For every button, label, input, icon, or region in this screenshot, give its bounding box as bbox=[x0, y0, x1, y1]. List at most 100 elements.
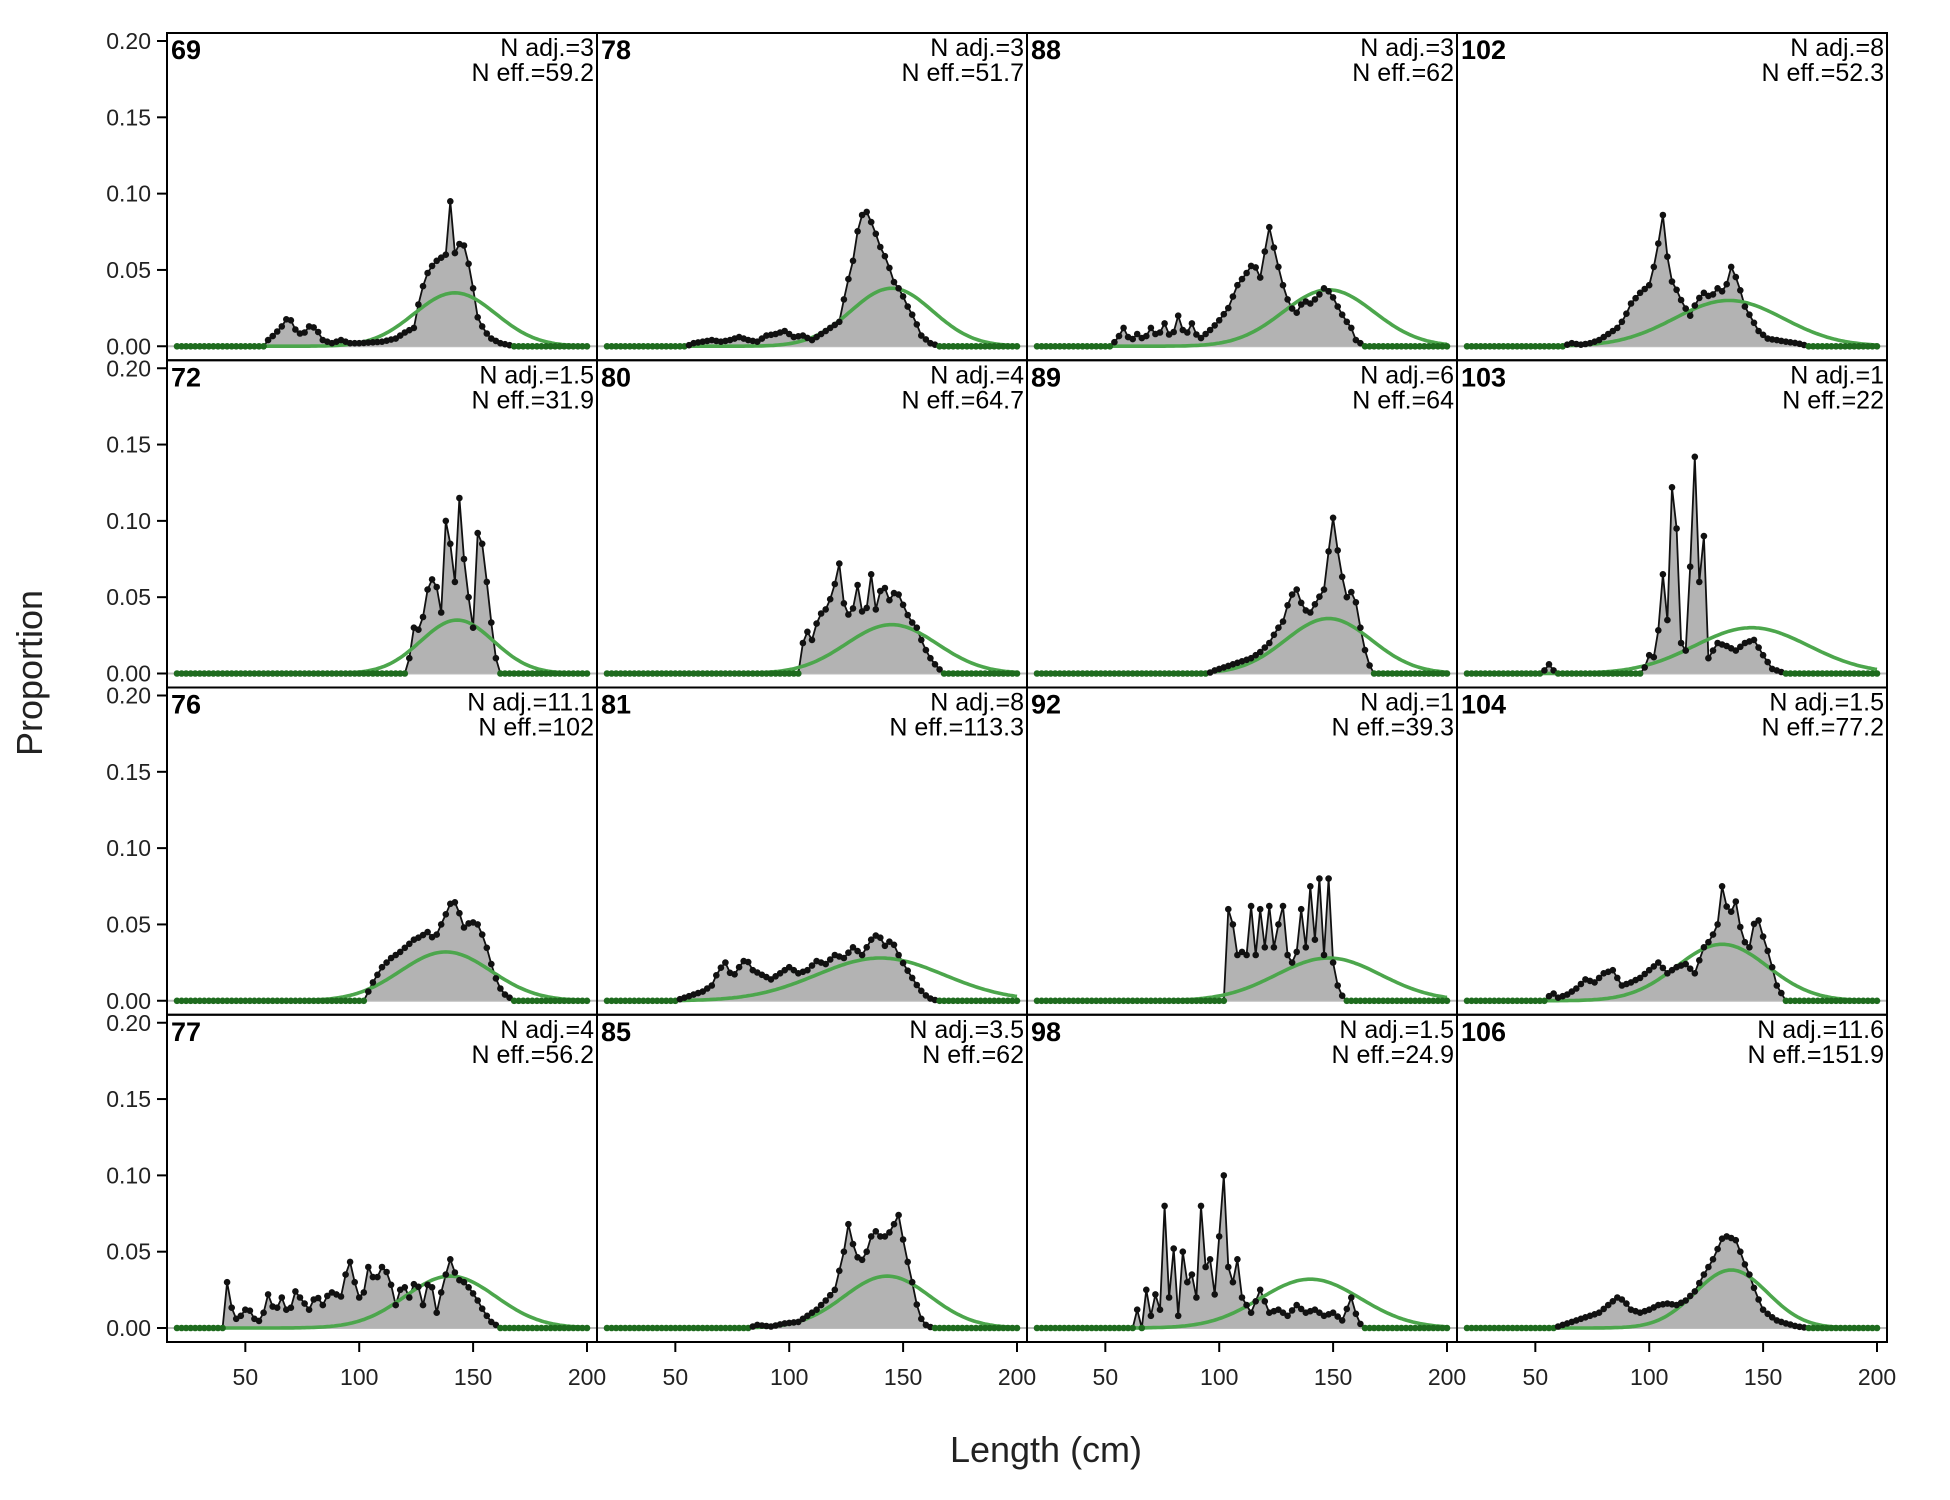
data-point bbox=[899, 293, 907, 300]
data-point bbox=[1083, 997, 1091, 1005]
data-point bbox=[1645, 966, 1653, 974]
data-point bbox=[419, 282, 427, 290]
data-point bbox=[401, 670, 409, 677]
data-point bbox=[442, 911, 450, 918]
panel-label: 69 bbox=[171, 35, 201, 65]
data-point bbox=[603, 343, 611, 350]
data-point bbox=[570, 670, 577, 677]
panel-label: 72 bbox=[171, 362, 201, 392]
data-point bbox=[1275, 624, 1282, 631]
data-point bbox=[744, 670, 752, 677]
data-point bbox=[428, 1284, 436, 1291]
n-adj-label: N adj.=4 bbox=[500, 1016, 594, 1044]
data-point bbox=[182, 343, 190, 350]
data-point bbox=[1645, 281, 1653, 289]
data-point bbox=[342, 1271, 349, 1278]
data-point bbox=[1184, 1278, 1191, 1286]
data-point bbox=[744, 958, 752, 966]
data-point bbox=[1133, 997, 1141, 1005]
data-point bbox=[1604, 1301, 1612, 1309]
data-point bbox=[1659, 571, 1667, 578]
data-point bbox=[1083, 670, 1091, 677]
data-point bbox=[735, 963, 743, 971]
data-point bbox=[460, 555, 468, 563]
data-point bbox=[1541, 667, 1548, 674]
data-point bbox=[465, 1284, 472, 1291]
data-point bbox=[1129, 335, 1136, 343]
data-point bbox=[1320, 586, 1328, 593]
data-point bbox=[1225, 905, 1232, 913]
data-point bbox=[1343, 593, 1351, 601]
data-point bbox=[460, 924, 468, 931]
data-point bbox=[401, 944, 409, 952]
data-point bbox=[488, 960, 495, 968]
y-tick-label: 0.05 bbox=[106, 911, 151, 937]
data-point bbox=[1869, 343, 1876, 350]
y-tick-label: 0.20 bbox=[106, 683, 151, 709]
data-point bbox=[1379, 997, 1387, 1005]
data-point bbox=[886, 264, 893, 272]
observed-points bbox=[173, 899, 591, 1005]
data-point bbox=[735, 1324, 743, 1332]
data-point bbox=[1284, 951, 1291, 959]
data-point bbox=[1348, 588, 1355, 596]
data-point bbox=[804, 966, 811, 974]
data-point bbox=[1061, 997, 1068, 1005]
data-point bbox=[447, 540, 454, 548]
data-point bbox=[1750, 319, 1758, 327]
x-tick-label: 200 bbox=[1858, 1364, 1896, 1390]
data-point bbox=[551, 1324, 559, 1332]
observed-points bbox=[173, 198, 591, 350]
data-point bbox=[959, 997, 966, 1005]
data-point bbox=[1352, 599, 1360, 606]
n-adj-label: N adj.=1.5 bbox=[479, 361, 594, 389]
x-tick-label: 50 bbox=[233, 1364, 259, 1390]
data-point bbox=[283, 997, 290, 1005]
data-point bbox=[776, 670, 784, 677]
data-point bbox=[1293, 948, 1300, 956]
data-point bbox=[1361, 997, 1369, 1005]
data-point bbox=[191, 343, 199, 350]
data-point bbox=[1338, 311, 1346, 319]
x-tick-label: 100 bbox=[1630, 1364, 1668, 1390]
data-point bbox=[1143, 332, 1150, 340]
panel-label: 92 bbox=[1031, 690, 1061, 720]
data-point bbox=[451, 578, 459, 586]
data-point bbox=[351, 1278, 359, 1286]
data-point bbox=[1686, 1292, 1694, 1300]
data-point bbox=[474, 314, 482, 321]
data-point bbox=[867, 571, 875, 578]
data-point bbox=[355, 997, 363, 1005]
data-point bbox=[881, 1233, 889, 1240]
data-point bbox=[1102, 1324, 1109, 1332]
data-point bbox=[433, 1309, 441, 1316]
data-point bbox=[694, 670, 702, 677]
data-point bbox=[877, 1233, 884, 1240]
n-adj-label: N adj.=8 bbox=[930, 689, 1024, 717]
data-point bbox=[826, 956, 834, 963]
data-point bbox=[1828, 1324, 1835, 1332]
data-point bbox=[301, 1300, 308, 1307]
data-point bbox=[1338, 573, 1346, 581]
data-point bbox=[1604, 670, 1612, 677]
data-point bbox=[1247, 902, 1255, 910]
data-point bbox=[1439, 343, 1446, 350]
data-point bbox=[324, 1292, 331, 1300]
data-point bbox=[1545, 661, 1553, 668]
data-point bbox=[497, 670, 504, 677]
data-point bbox=[1481, 1324, 1489, 1332]
observed-area bbox=[177, 902, 587, 1001]
data-point bbox=[653, 997, 661, 1005]
data-point bbox=[1791, 670, 1799, 677]
panel-label: 76 bbox=[171, 690, 201, 720]
data-point bbox=[451, 899, 459, 906]
data-point bbox=[201, 1324, 208, 1332]
data-point bbox=[442, 251, 450, 258]
data-point bbox=[538, 1324, 545, 1332]
data-point bbox=[1832, 670, 1840, 677]
data-point bbox=[1500, 670, 1507, 677]
data-point bbox=[867, 1233, 875, 1240]
data-point bbox=[365, 670, 372, 677]
data-point bbox=[551, 670, 559, 677]
data-point bbox=[1074, 670, 1082, 677]
